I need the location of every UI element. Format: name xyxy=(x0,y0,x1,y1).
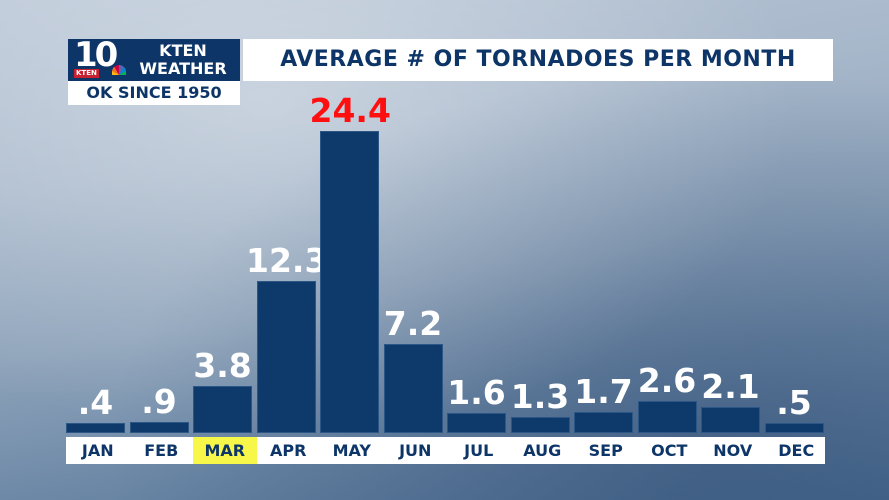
month-label-apr: APR xyxy=(270,441,307,460)
value-label-jan: .4 xyxy=(77,383,114,422)
bar-aug xyxy=(510,416,570,433)
value-label-apr: 12.3 xyxy=(246,240,328,280)
bar-dec xyxy=(764,423,824,433)
month-label-dec: DEC xyxy=(778,441,815,460)
bar-jul xyxy=(447,413,506,433)
bar-oct xyxy=(637,400,697,433)
month-label-oct: OCT xyxy=(651,441,688,460)
month-label-aug: AUG xyxy=(523,441,562,460)
month-label-jan: JAN xyxy=(81,441,114,460)
bar-nov xyxy=(701,407,760,433)
month-label-feb: FEB xyxy=(144,441,179,460)
bar-feb xyxy=(129,421,189,433)
value-label-mar: 3.8 xyxy=(193,345,252,385)
bar-may xyxy=(320,131,379,433)
value-label-may: 24.4 xyxy=(309,91,391,130)
value-label-aug: 1.3 xyxy=(510,376,570,416)
bar-sep xyxy=(574,411,633,433)
value-label-nov: 2.1 xyxy=(701,367,760,406)
value-label-dec: .5 xyxy=(776,383,812,422)
logo-kten-tag: KTEN xyxy=(74,69,99,78)
month-label-jul: JUL xyxy=(464,441,494,460)
month-label-nov: NOV xyxy=(713,441,753,460)
value-label-jul: 1.6 xyxy=(447,373,506,413)
month-label-sep: SEP xyxy=(588,441,623,460)
logo-top: 10 KTEN KTEN WEATHER xyxy=(68,35,240,81)
month-label-may: MAY xyxy=(332,441,371,460)
month-label-mar: MAR xyxy=(193,437,257,464)
logo-line2: WEATHER xyxy=(139,59,227,78)
value-label-sep: 1.7 xyxy=(574,371,633,411)
value-label-feb: .9 xyxy=(141,381,177,421)
month-label-jun: JUN xyxy=(399,441,432,460)
logo-subtitle: OK SINCE 1950 xyxy=(68,81,240,105)
bar-mar xyxy=(193,385,252,433)
bar-jan xyxy=(66,423,125,433)
chart-title: AVERAGE # OF TORNADOES PER MONTH xyxy=(243,39,833,81)
bar-jun xyxy=(383,343,443,433)
value-label-jun: 7.2 xyxy=(383,303,443,343)
logo-channel-number: 10 xyxy=(74,35,118,75)
kten-weather-logo: 10 KTEN KTEN WEATHER OK SINCE 1950 xyxy=(68,35,240,105)
month-axis: JAN FEB MAR APR MAY JUN JUL AUG SEP OCT NOV DEC xyxy=(66,437,825,464)
bar-apr xyxy=(256,280,316,433)
logo-line1: KTEN xyxy=(159,41,207,60)
value-label-oct: 2.6 xyxy=(637,360,697,400)
nbc-peacock-icon xyxy=(112,65,126,75)
